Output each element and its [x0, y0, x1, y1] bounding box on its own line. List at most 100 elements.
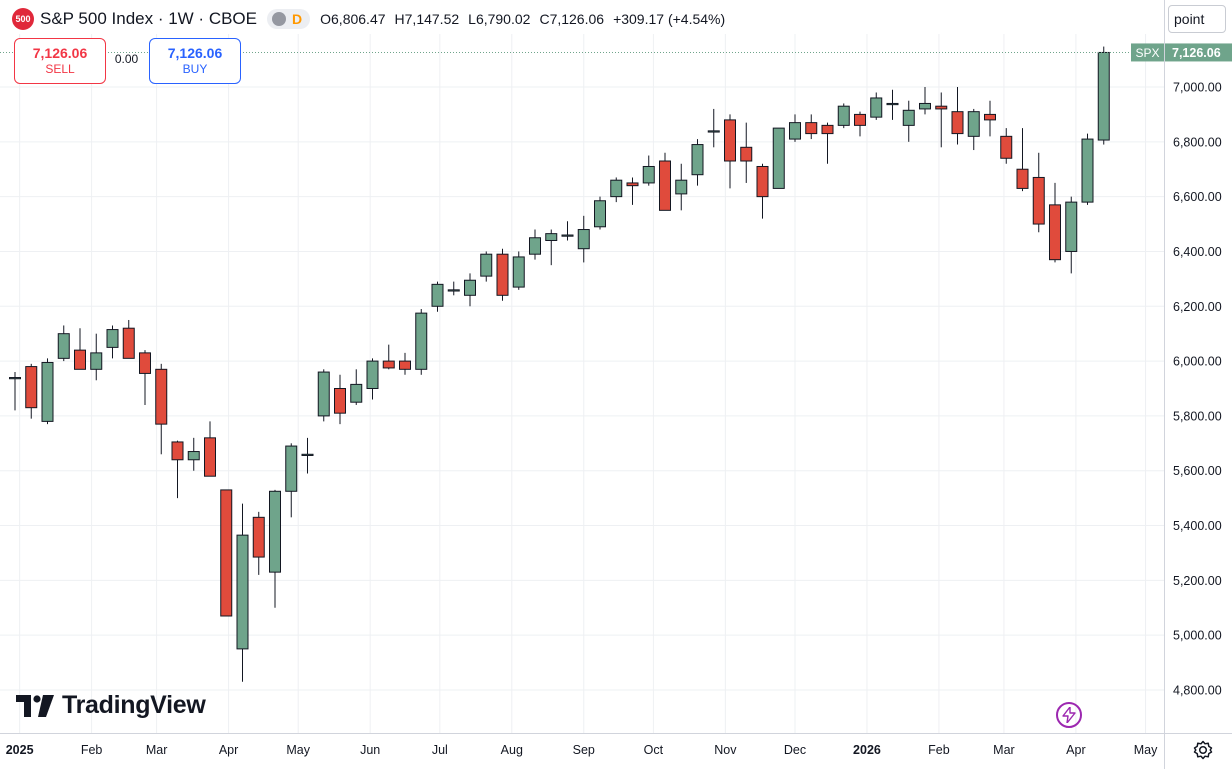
candle [951, 87, 964, 145]
sell-price: 7,126.06 [32, 45, 88, 61]
x-tick-label: Jul [432, 743, 448, 757]
candle-body [399, 360, 411, 370]
candle-body [1016, 168, 1029, 189]
candle-body [252, 516, 265, 558]
candle-body [594, 200, 606, 228]
candle-body [106, 329, 119, 348]
candle-body [155, 368, 168, 425]
candle [415, 309, 428, 375]
candle [626, 177, 639, 205]
y-tick-label: 6,400.00 [1173, 245, 1222, 259]
candle-body [139, 352, 151, 374]
candle [57, 325, 70, 362]
candle [9, 372, 21, 411]
candle-body [870, 97, 883, 118]
candle-body [317, 371, 330, 417]
candle-body [1065, 201, 1078, 252]
candle-body [854, 113, 866, 126]
chart-header: 500 S&P 500 Index · 1W · CBOE D O6,806.4… [12, 8, 725, 30]
candle-body [41, 361, 54, 422]
candle-body [789, 122, 801, 140]
candle [789, 114, 801, 142]
y-tick-label: 6,000.00 [1173, 355, 1222, 369]
y-tick-label: 6,200.00 [1173, 300, 1222, 314]
tradingview-logo-icon [16, 694, 54, 717]
x-tick-label: May [1134, 743, 1158, 757]
candle-body [984, 113, 996, 121]
ohlc-open: O6,806.47 [320, 11, 386, 27]
candle-body [366, 360, 379, 390]
candle-body [122, 327, 135, 359]
candle-body [220, 489, 233, 617]
bolt-icon[interactable] [1056, 702, 1082, 728]
x-tick-label: Mar [146, 743, 168, 757]
candle [74, 328, 86, 370]
sell-button[interactable]: 7,126.06 SELL [14, 38, 106, 84]
tradingview-logo[interactable]: TradingView [16, 691, 206, 720]
candle [529, 229, 541, 260]
market-status-icon [272, 12, 286, 26]
x-tick-label: Feb [928, 743, 950, 757]
candle-body [561, 234, 574, 237]
candle [772, 127, 785, 189]
candle-body [204, 437, 216, 477]
candle [25, 363, 38, 419]
candle-body [691, 144, 704, 176]
candle [1097, 46, 1110, 145]
candle [870, 92, 883, 120]
candle-body [821, 124, 834, 135]
session-pill[interactable]: D [267, 9, 311, 29]
candle-body [1081, 138, 1094, 203]
candle [155, 363, 168, 455]
candle-body [902, 109, 915, 126]
ohlc-legend: O6,806.47 H7,147.52 L6,790.02 C7,126.06 … [320, 11, 725, 27]
candle-body [464, 279, 476, 296]
candle [41, 358, 54, 425]
candle [366, 358, 379, 400]
gear-icon[interactable] [1192, 739, 1214, 761]
y-tick-label: 7,000.00 [1173, 81, 1222, 95]
candle [285, 443, 298, 518]
candle-body [545, 233, 558, 241]
candle-body [382, 360, 395, 369]
candle [756, 163, 769, 219]
buy-button[interactable]: 7,126.06 BUY [149, 38, 241, 84]
x-tick-label: Aug [501, 743, 523, 757]
candle [496, 248, 509, 301]
candle [252, 511, 265, 575]
x-tick-label: Apr [219, 743, 238, 757]
candle-body [1000, 135, 1013, 159]
symbol-badge-icon[interactable]: 500 [12, 8, 34, 30]
candle-body [756, 165, 769, 198]
candle-body [74, 349, 86, 370]
candle-body [301, 453, 314, 456]
x-tick-label: 2025 [6, 743, 34, 757]
ohlc-low: L6,790.02 [468, 11, 531, 27]
candle [139, 350, 151, 405]
ohlc-close: C7,126.06 [539, 11, 605, 27]
candle [301, 437, 314, 474]
y-tick-label: 5,600.00 [1173, 464, 1222, 478]
candle [610, 177, 623, 203]
candle [382, 344, 395, 370]
y-tick-label: 6,800.00 [1173, 135, 1222, 149]
candle-body [57, 333, 70, 359]
candle-body [740, 146, 753, 162]
x-tick-label: Dec [784, 743, 806, 757]
price-unit-selector[interactable]: point [1168, 5, 1226, 33]
candle-body [1032, 176, 1045, 225]
candle [902, 100, 915, 142]
last-price-tag-bg [1165, 43, 1232, 62]
y-tick-label: 5,400.00 [1173, 519, 1222, 533]
x-tick-label: 2026 [853, 743, 881, 757]
candle-body [9, 377, 21, 380]
symbol-title[interactable]: S&P 500 Index · 1W · CBOE [40, 9, 257, 28]
x-tick-label: Apr [1066, 743, 1085, 757]
candle [236, 503, 249, 682]
candle-body [675, 179, 688, 195]
candle [919, 87, 931, 115]
candle [220, 489, 233, 617]
y-tick-label: 5,000.00 [1173, 629, 1222, 643]
candle-body [496, 253, 509, 296]
